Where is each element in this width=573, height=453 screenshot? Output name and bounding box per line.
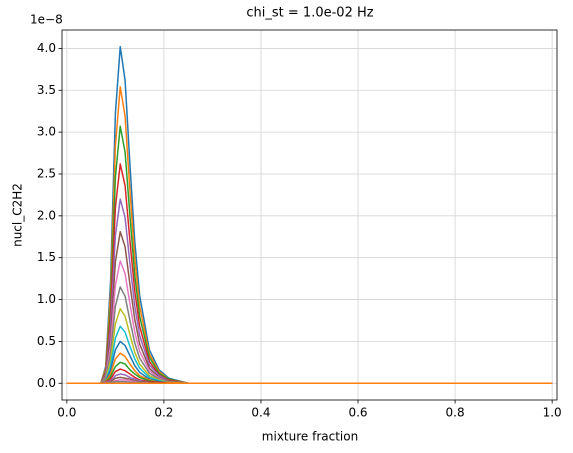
y-tick-label: 3.5 xyxy=(37,83,56,97)
y-tick-label: 1.5 xyxy=(37,250,56,264)
x-tick-label: 0.8 xyxy=(446,406,465,420)
x-tick-label: 1.0 xyxy=(543,406,562,420)
x-tick-label: 0.0 xyxy=(57,406,76,420)
y-axis-label: nucl_C2H2 xyxy=(11,183,25,247)
x-tick-label: 0.6 xyxy=(348,406,367,420)
x-tick-label: 0.2 xyxy=(154,406,173,420)
plot-frame xyxy=(61,29,558,401)
x-axis-label: mixture fraction xyxy=(262,430,358,444)
y-offset-label: 1e−8 xyxy=(30,13,63,27)
y-tick-label: 1.0 xyxy=(37,292,56,306)
y-tick-label: 3.0 xyxy=(37,125,56,139)
y-tick-label: 2.5 xyxy=(37,166,56,180)
chart-title: chi_st = 1.0e-02 Hz xyxy=(246,6,373,21)
y-tick-label: 4.0 xyxy=(37,41,56,55)
data-line xyxy=(66,286,553,385)
y-tick-label: 2.0 xyxy=(37,208,56,222)
x-tick-label: 0.4 xyxy=(251,406,270,420)
y-tick-label: 0.0 xyxy=(37,376,56,390)
y-tick-label: 0.5 xyxy=(37,334,56,348)
